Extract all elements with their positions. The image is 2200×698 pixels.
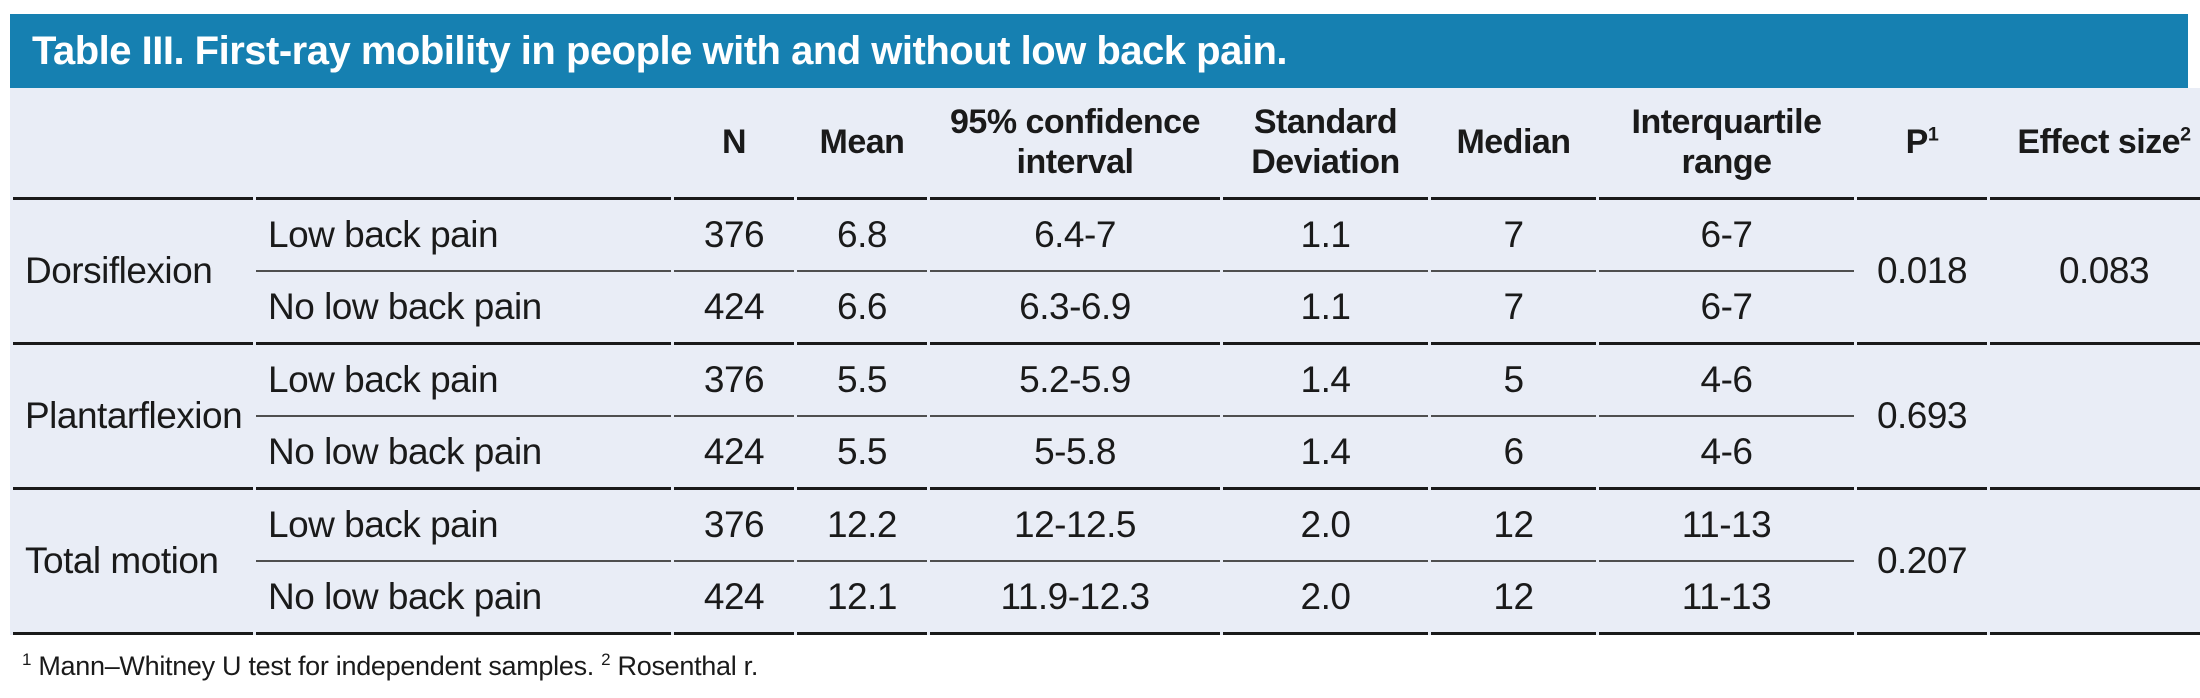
row-group-label-dorsiflexion: Dorsiflexion	[13, 200, 253, 345]
footnote-superscript-1: 1	[22, 650, 32, 669]
condition-cell: No low back pain	[256, 417, 671, 490]
col-header-empty-condition	[256, 88, 671, 200]
condition-cell: Low back pain	[256, 200, 671, 272]
condition-cell: Low back pain	[256, 490, 671, 562]
sd-cell: 1.1	[1223, 200, 1428, 272]
effect-size-superscript: 2	[2180, 123, 2191, 146]
iqr-cell: 4-6	[1599, 417, 1854, 490]
p-value-cell: 0.207	[1857, 490, 1987, 635]
row-group-label-total-motion: Total motion	[13, 490, 253, 635]
iqr-cell: 6-7	[1599, 272, 1854, 345]
median-cell: 12	[1431, 562, 1596, 635]
col-header-confidence-interval: 95% confidence interval	[930, 88, 1220, 200]
col-header-effect-size: Effect size2	[1990, 88, 2200, 200]
iqr-cell: 4-6	[1599, 345, 1854, 417]
median-cell: 7	[1431, 200, 1596, 272]
ci-cell: 6.4-7	[930, 200, 1220, 272]
sd-cell: 2.0	[1223, 490, 1428, 562]
col-header-standard-deviation: Standard Deviation	[1223, 88, 1428, 200]
mean-cell: 6.6	[797, 272, 927, 345]
p-value-cell: 0.693	[1857, 345, 1987, 490]
mean-cell: 6.8	[797, 200, 927, 272]
ci-cell: 5-5.8	[930, 417, 1220, 490]
n-cell: 424	[674, 562, 794, 635]
effect-size-cell	[1990, 345, 2200, 490]
mean-cell: 5.5	[797, 417, 927, 490]
p-label: P	[1905, 122, 1929, 161]
condition-cell: No low back pain	[256, 272, 671, 345]
iqr-cell: 11-13	[1599, 490, 1854, 562]
ci-cell: 12-12.5	[930, 490, 1220, 562]
table-row: No low back pain 424 6.6 6.3-6.9 1.1 7 6…	[13, 272, 2200, 345]
col-header-mean: Mean	[797, 88, 927, 200]
p-value-cell: 0.018	[1857, 200, 1987, 345]
table-container: Table III. First-ray mobility in people …	[10, 14, 2200, 635]
header-row: N Mean 95% confidence interval Standard …	[13, 88, 2200, 200]
footnote-text-1: Mann–Whitney U test for independent samp…	[38, 651, 594, 681]
sd-cell: 1.1	[1223, 272, 1428, 345]
table-row: No low back pain 424 5.5 5-5.8 1.4 6 4-6	[13, 417, 2200, 490]
mean-cell: 5.5	[797, 345, 927, 417]
effect-size-cell	[1990, 490, 2200, 635]
sd-cell: 1.4	[1223, 417, 1428, 490]
ci-cell: 5.2-5.9	[930, 345, 1220, 417]
median-cell: 7	[1431, 272, 1596, 345]
table-footnote: 1 Mann–Whitney U test for independent sa…	[22, 651, 2200, 682]
condition-cell: No low back pain	[256, 562, 671, 635]
ci-cell: 11.9-12.3	[930, 562, 1220, 635]
first-ray-mobility-table: N Mean 95% confidence interval Standard …	[10, 88, 2200, 635]
table-title: Table III. First-ray mobility in people …	[32, 28, 1288, 73]
n-cell: 376	[674, 200, 794, 272]
table-row: No low back pain 424 12.1 11.9-12.3 2.0 …	[13, 562, 2200, 635]
col-header-median: Median	[1431, 88, 1596, 200]
table-row: Total motion Low back pain 376 12.2 12-1…	[13, 490, 2200, 635]
iqr-cell: 11-13	[1599, 562, 1854, 635]
table-title-bar: Table III. First-ray mobility in people …	[10, 14, 2188, 88]
row-group-label-plantarflexion: Plantarflexion	[13, 345, 253, 490]
sd-cell: 1.4	[1223, 345, 1428, 417]
footnote-superscript-2: 2	[601, 650, 611, 669]
table-row: Plantarflexion Low back pain 376 5.5 5.2…	[13, 345, 2200, 490]
n-cell: 376	[674, 345, 794, 417]
effect-size-label: Effect size	[2017, 122, 2181, 161]
mean-cell: 12.1	[797, 562, 927, 635]
mean-cell: 12.2	[797, 490, 927, 562]
effect-size-cell: 0.083	[1990, 200, 2200, 345]
ci-cell: 6.3-6.9	[930, 272, 1220, 345]
p-superscript: 1	[1927, 123, 1939, 146]
median-cell: 6	[1431, 417, 1596, 490]
n-cell: 424	[674, 272, 794, 345]
col-header-p: P1	[1857, 88, 1987, 200]
median-cell: 12	[1431, 490, 1596, 562]
median-cell: 5	[1431, 345, 1596, 417]
table-row: Dorsiflexion Low back pain 376 6.8 6.4-7…	[13, 200, 2200, 345]
col-header-n: N	[674, 88, 794, 200]
iqr-cell: 6-7	[1599, 200, 1854, 272]
col-header-interquartile-range: Interquartile range	[1599, 88, 1854, 200]
condition-cell: Low back pain	[256, 345, 671, 417]
col-header-empty-label	[13, 88, 253, 200]
n-cell: 376	[674, 490, 794, 562]
footnote-text-2: Rosenthal r.	[617, 651, 759, 681]
sd-cell: 2.0	[1223, 562, 1428, 635]
n-cell: 424	[674, 417, 794, 490]
